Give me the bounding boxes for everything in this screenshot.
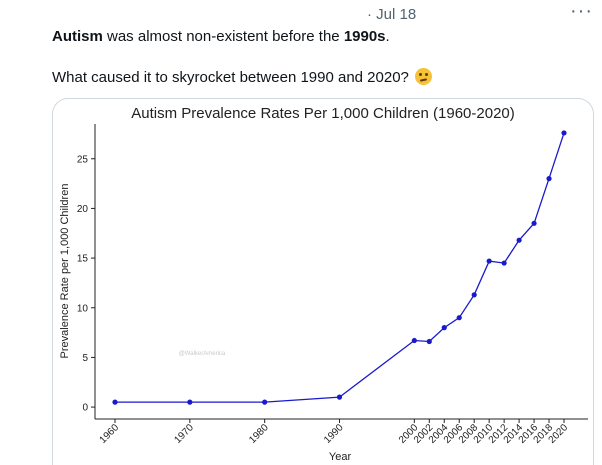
data-point (411, 337, 417, 344)
x-tick-label: 1970 (172, 422, 196, 446)
data-point (516, 237, 522, 243)
y-tick-label: 15 (77, 254, 89, 265)
data-point (426, 338, 432, 345)
chart-watermark: @WalkerAmerica (179, 351, 226, 357)
more-horizontal-icon[interactable]: ··· (570, 0, 593, 22)
data-point (561, 130, 567, 136)
data-point (456, 315, 462, 321)
data-point (187, 399, 193, 405)
y-tick-label: 20 (77, 204, 89, 215)
post-text-line-1: Autism was almost non-existent before th… (52, 28, 390, 45)
data-point (546, 176, 552, 182)
x-tick-label: 1960 (98, 422, 122, 446)
data-point (486, 258, 492, 264)
post-text-bold-autism: Autism (52, 28, 103, 45)
data-point (441, 325, 447, 331)
data-point (336, 394, 343, 400)
data-point (501, 260, 507, 266)
y-axis-label: Prevalence Rate per 1,000 Children (59, 184, 71, 359)
chart-image-card[interactable]: Autism Prevalence Rates Per 1,000 Childr… (52, 98, 594, 465)
y-tick-label: 25 (77, 154, 89, 165)
chart-title: Autism Prevalence Rates Per 1,000 Childr… (131, 105, 515, 122)
post-text-mid: was almost non-existent before the (102, 28, 344, 45)
data-point (112, 399, 118, 405)
prevalence-chart: Autism Prevalence Rates Per 1,000 Childr… (59, 105, 588, 463)
data-point (262, 399, 268, 405)
post-date[interactable]: · Jul 18 (367, 6, 417, 23)
x-tick-label: 1990 (322, 422, 346, 446)
post-text-line-2: What caused it to skyrocket between 1990… (52, 68, 433, 86)
y-tick-label: 0 (82, 403, 88, 414)
thinking-face-icon (415, 68, 433, 85)
y-tick-label: 10 (77, 303, 89, 314)
data-point (531, 220, 537, 226)
post-text-bold-1990s: 1990s (343, 28, 386, 45)
post-text-question: What caused it to skyrocket between 1990… (52, 69, 409, 86)
data-point (471, 292, 477, 298)
series-line (115, 132, 565, 403)
y-tick-label: 5 (82, 353, 88, 364)
post-text-end: . (385, 28, 390, 45)
x-axis-label: Year (329, 451, 352, 463)
x-tick-label: 1980 (247, 422, 271, 446)
